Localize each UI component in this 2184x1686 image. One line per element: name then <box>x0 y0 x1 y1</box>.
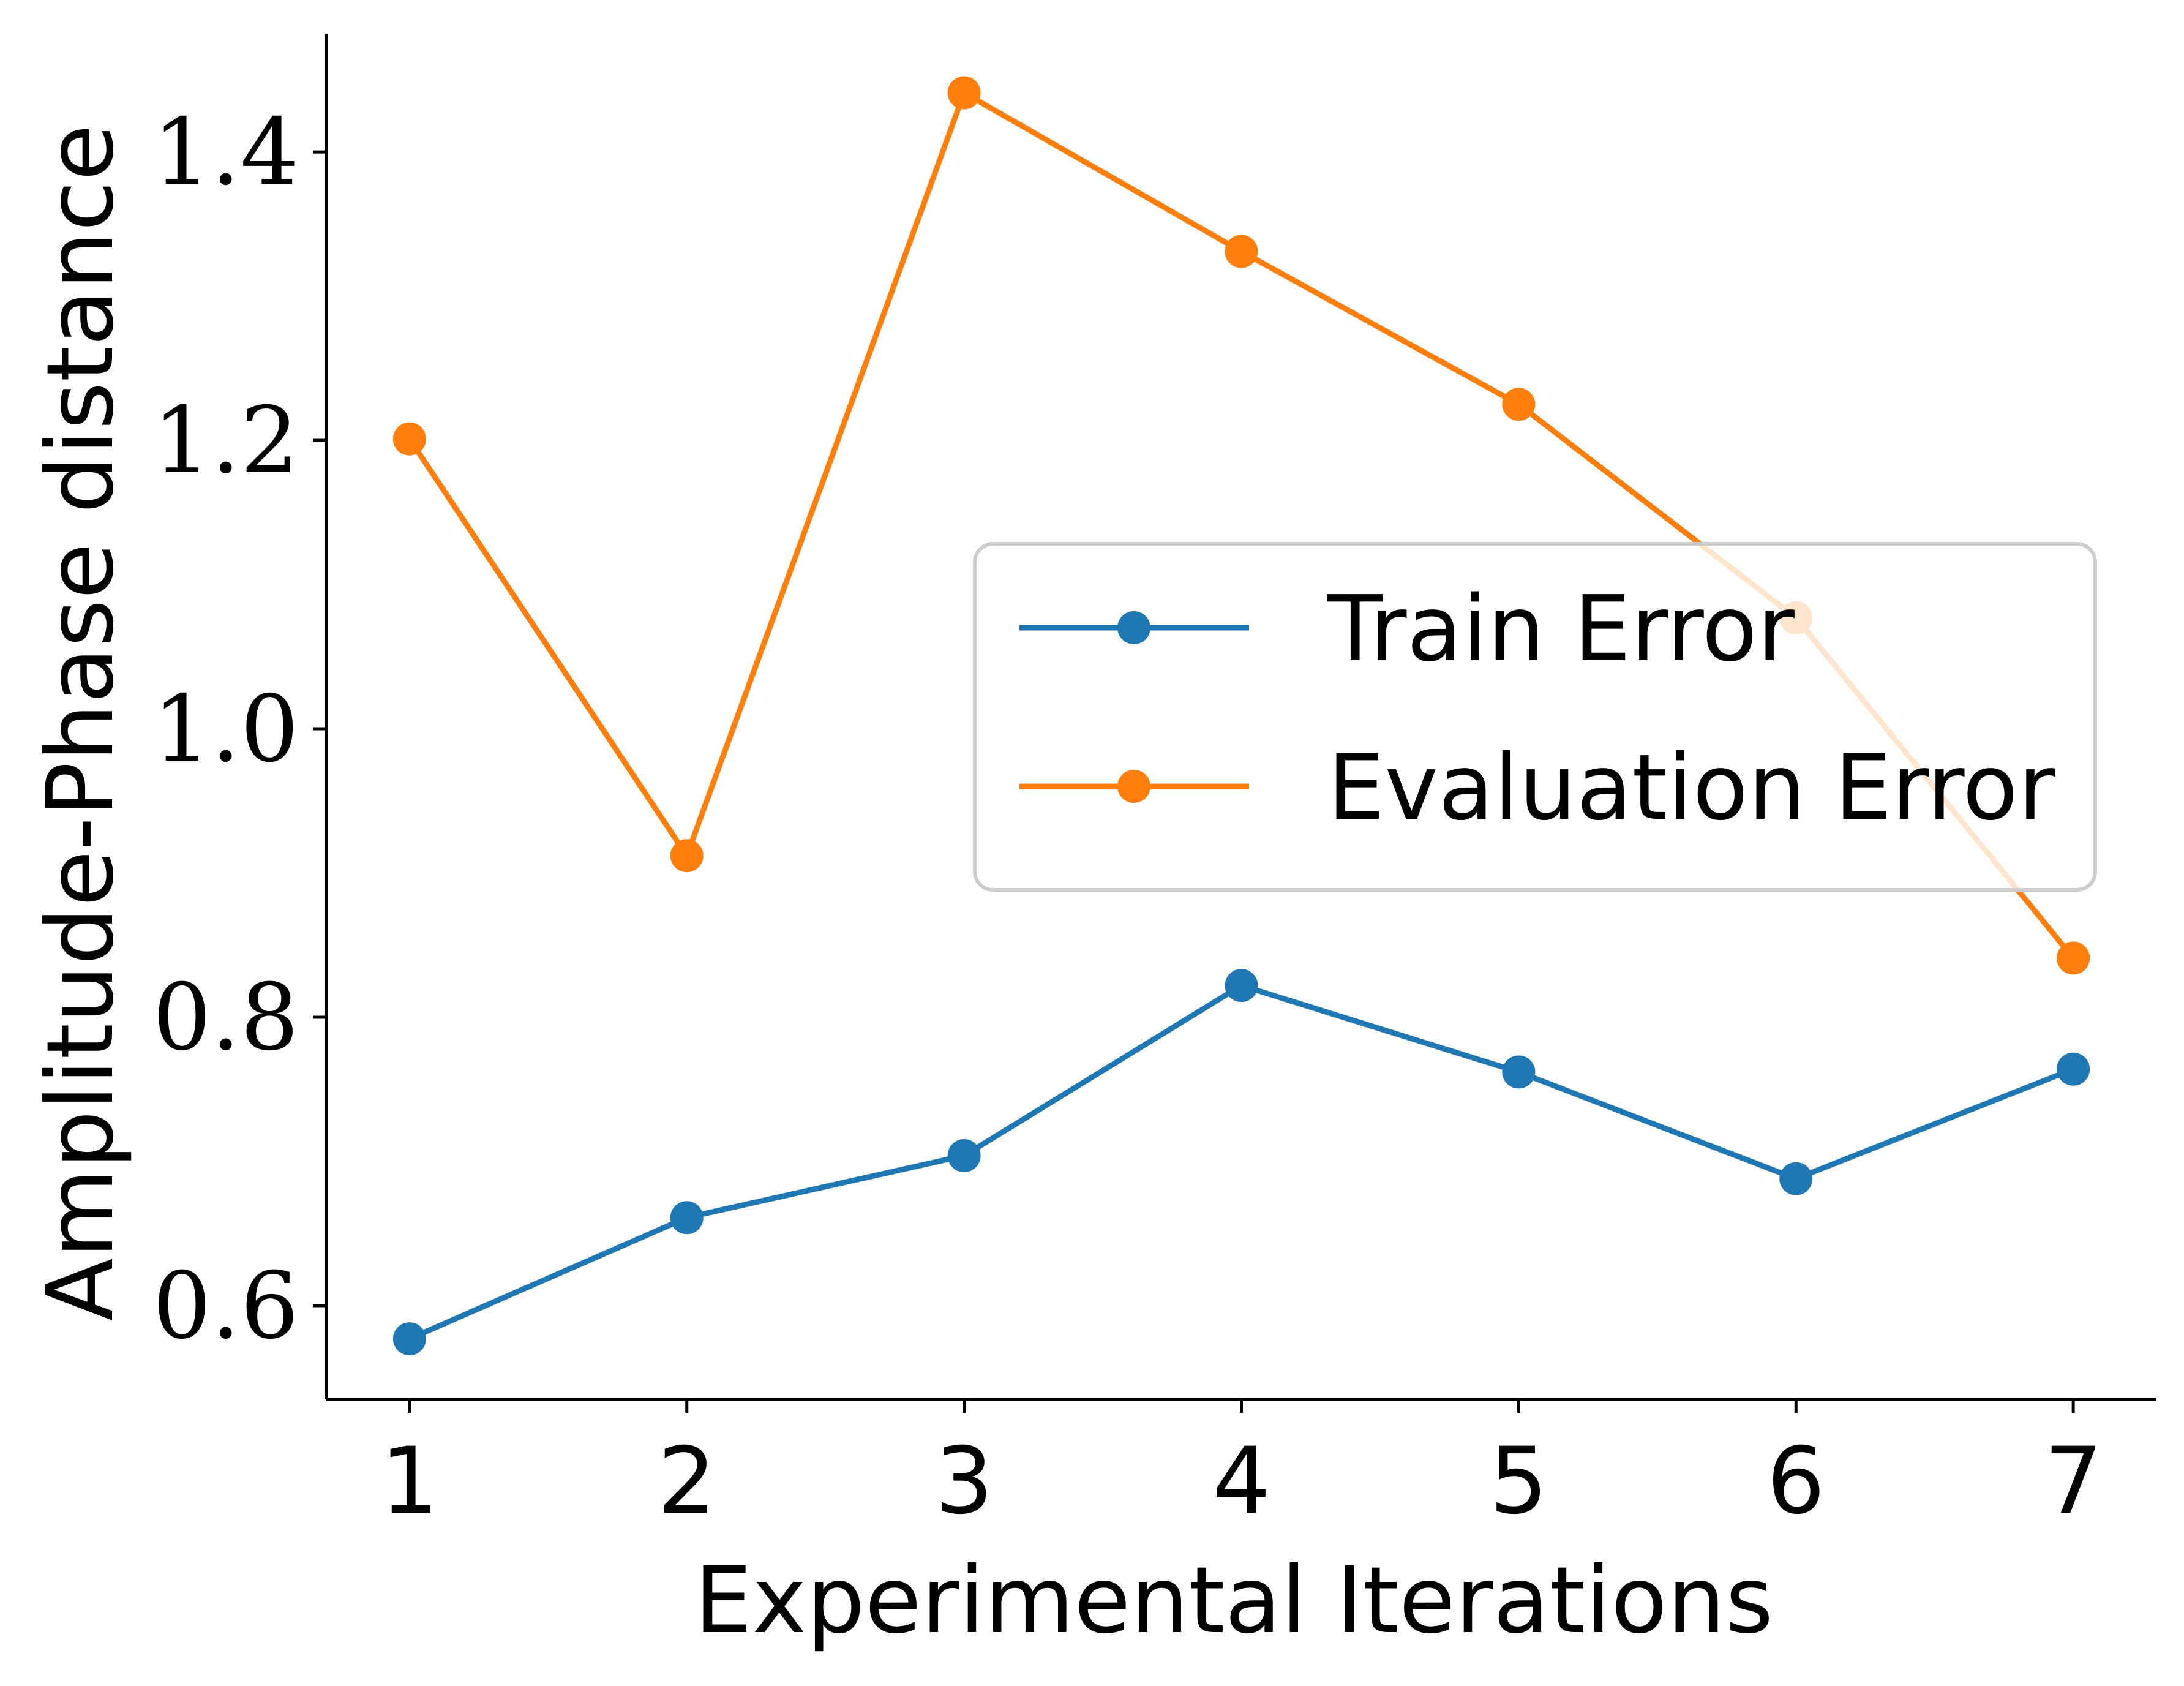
data-point <box>1225 969 1258 1003</box>
data-point <box>947 1139 981 1173</box>
series-line <box>408 982 2074 1342</box>
data-point <box>1779 1162 1813 1195</box>
data-point <box>1502 1055 1536 1089</box>
y-axis-ticks: 0.6 0.8 1.0 1.2 1.4 <box>152 99 326 1360</box>
x-tick-label: 4 <box>1212 1428 1270 1535</box>
y-tick-label: 1.2 <box>152 388 299 494</box>
legend-label: Train Error <box>1327 576 1795 682</box>
y-tick-label: 1.4 <box>152 99 299 206</box>
data-point <box>670 839 704 873</box>
x-tick-label: 6 <box>1767 1428 1825 1535</box>
data-point <box>2057 941 2090 975</box>
x-tick-label: 1 <box>380 1428 438 1535</box>
data-point <box>1225 235 1258 268</box>
legend-entries: Train Error Evaluation Error <box>1019 576 2055 840</box>
legend-marker <box>1117 611 1150 644</box>
x-axis-ticks: 1 2 3 4 5 6 7 <box>380 1399 2103 1535</box>
legend-marker <box>1117 770 1150 803</box>
x-tick-label: 2 <box>658 1428 716 1535</box>
legend-label: Evaluation Error <box>1327 735 2055 840</box>
x-tick-label: 7 <box>2044 1428 2102 1535</box>
data-point <box>670 1201 704 1235</box>
x-axis-label: Experimental Iterations <box>694 1548 1773 1654</box>
y-tick-label: 0.8 <box>152 965 299 1071</box>
y-axis-label: Amplitude-Phase distance <box>28 124 134 1321</box>
series-1 <box>392 969 2090 1356</box>
y-tick-label: 1.0 <box>152 676 299 783</box>
data-point <box>1502 388 1536 421</box>
legend: Train Error Evaluation Error <box>973 542 2097 892</box>
data-point <box>392 1322 426 1356</box>
x-tick-label: 3 <box>935 1428 993 1535</box>
data-point <box>2057 1052 2090 1086</box>
x-tick-label: 5 <box>1490 1428 1548 1535</box>
data-point <box>392 422 426 456</box>
y-tick-label: 0.6 <box>152 1253 299 1360</box>
data-point <box>947 76 981 110</box>
legend-frame <box>973 542 2097 892</box>
